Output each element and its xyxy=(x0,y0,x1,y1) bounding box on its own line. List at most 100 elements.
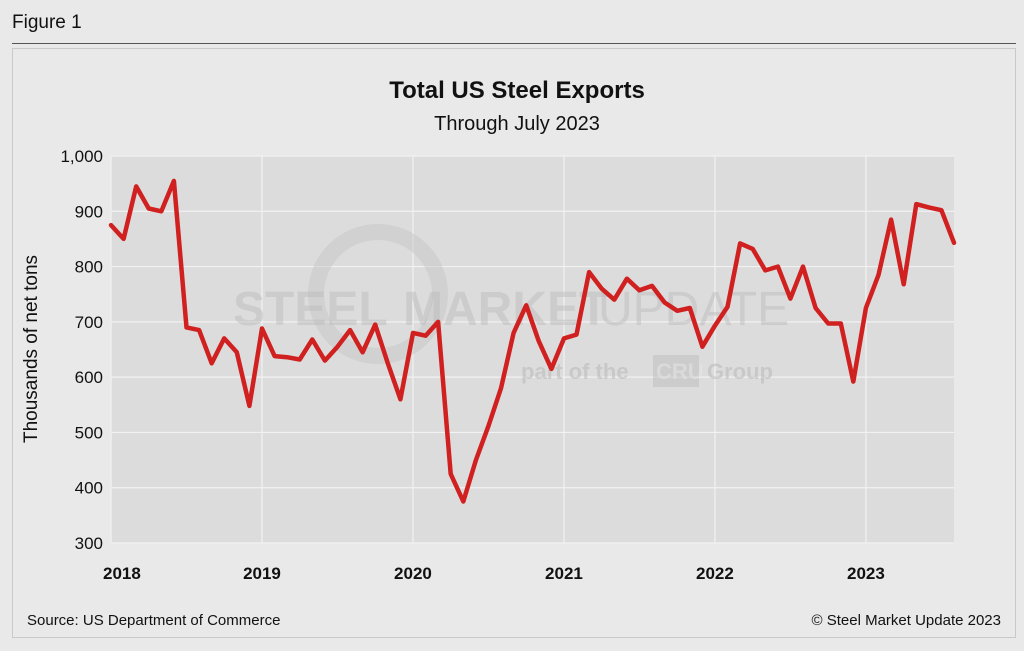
data-point xyxy=(713,324,717,328)
data-point xyxy=(298,357,302,362)
data-point xyxy=(247,404,252,408)
data-point xyxy=(172,179,176,183)
y-axis-label: Thousands of net tons xyxy=(21,255,42,443)
data-point xyxy=(751,247,755,251)
watermark-cru-box xyxy=(653,355,699,387)
y-tick-label: 700 xyxy=(75,313,103,332)
y-tick-label: 300 xyxy=(75,534,103,553)
data-point xyxy=(134,184,138,189)
data-point xyxy=(562,336,566,341)
data-point xyxy=(159,209,163,213)
data-point xyxy=(650,284,654,288)
watermark-text-update: UPDATE xyxy=(598,283,789,336)
data-point xyxy=(121,237,126,241)
data-point xyxy=(826,321,830,326)
data-point xyxy=(914,202,918,206)
y-tick-label: 600 xyxy=(75,368,103,387)
data-point xyxy=(524,303,528,307)
data-point xyxy=(675,309,679,313)
source-note: Source: US Department of Commerce xyxy=(27,612,280,629)
plot-area xyxy=(111,156,954,543)
watermark: STEEL MARKET UPDATE part of the CRU Grou… xyxy=(233,224,789,387)
data-point xyxy=(499,386,503,390)
data-point xyxy=(373,323,377,327)
data-point xyxy=(587,270,591,274)
data-point xyxy=(411,331,415,335)
x-tick-label: 2019 xyxy=(243,564,281,583)
data-point xyxy=(763,268,767,273)
data-point xyxy=(361,350,365,354)
y-tick-label: 1,000 xyxy=(60,147,103,166)
y-tick-label: 800 xyxy=(75,258,103,277)
data-point xyxy=(272,354,277,358)
data-point xyxy=(851,379,855,384)
data-point xyxy=(260,326,264,331)
data-point xyxy=(574,332,579,337)
data-point xyxy=(813,306,818,310)
chart-title: Total US Steel Exports xyxy=(389,77,645,104)
data-point xyxy=(109,223,113,227)
data-point xyxy=(436,320,440,324)
x-tick-label: 2018 xyxy=(103,564,141,583)
chart-svg: Total US Steel Exports Through July 2023… xyxy=(21,77,1002,629)
figure-label: Figure 1 xyxy=(12,12,82,33)
data-point xyxy=(801,264,805,269)
data-point xyxy=(348,328,352,332)
x-tick-label: 2020 xyxy=(394,564,432,583)
watermark-subtext: part of the xyxy=(521,359,629,384)
data-point xyxy=(549,367,553,371)
data-point xyxy=(625,277,629,281)
data-point xyxy=(688,306,692,310)
x-axis-ticks: 2018 2019 2020 2021 2022 2023 xyxy=(103,564,885,583)
watermark-group-text: Group xyxy=(707,359,773,384)
data-point xyxy=(776,264,780,269)
data-point xyxy=(398,397,402,401)
top-rule xyxy=(12,43,1016,44)
data-point xyxy=(600,287,604,291)
y-axis-ticks: 300 400 500 600 700 800 900 1,000 xyxy=(60,147,103,553)
data-point xyxy=(725,305,730,309)
data-point xyxy=(210,361,214,365)
data-point xyxy=(423,334,428,338)
data-point xyxy=(902,282,906,286)
data-point xyxy=(700,345,704,349)
data-point xyxy=(323,358,327,363)
data-point xyxy=(235,350,239,354)
data-point xyxy=(335,345,340,349)
data-point xyxy=(927,205,931,210)
data-point xyxy=(147,206,151,211)
data-point xyxy=(512,331,516,335)
data-point xyxy=(386,361,390,365)
data-point xyxy=(285,355,289,359)
data-point xyxy=(952,241,956,245)
data-point xyxy=(738,241,742,245)
data-point xyxy=(939,208,944,212)
data-point xyxy=(310,337,314,342)
data-point xyxy=(449,472,453,476)
y-tick-label: 500 xyxy=(75,423,103,442)
data-point xyxy=(637,288,642,292)
chart-panel: Total US Steel Exports Through July 2023… xyxy=(12,48,1016,638)
data-point xyxy=(537,339,541,343)
data-point xyxy=(222,336,226,341)
watermark-text-steel: STEEL xyxy=(233,283,388,336)
x-tick-label: 2022 xyxy=(696,564,734,583)
x-tick-label: 2023 xyxy=(847,564,885,583)
data-point xyxy=(663,300,667,305)
data-point xyxy=(474,458,478,462)
data-point xyxy=(612,298,616,302)
data-point xyxy=(486,424,491,428)
data-point xyxy=(876,273,881,277)
y-tick-label: 900 xyxy=(75,202,103,221)
data-point xyxy=(864,306,868,310)
y-tick-label: 400 xyxy=(75,479,103,498)
watermark-cru-logo: CRU xyxy=(656,359,704,384)
copyright-note: © Steel Market Update 2023 xyxy=(812,612,1002,629)
chart-subtitle: Through July 2023 xyxy=(434,113,600,135)
data-point xyxy=(788,297,793,301)
data-point xyxy=(889,217,893,222)
data-point xyxy=(839,321,843,326)
data-point xyxy=(184,325,189,329)
data-point xyxy=(197,328,201,332)
series-group xyxy=(108,178,957,504)
